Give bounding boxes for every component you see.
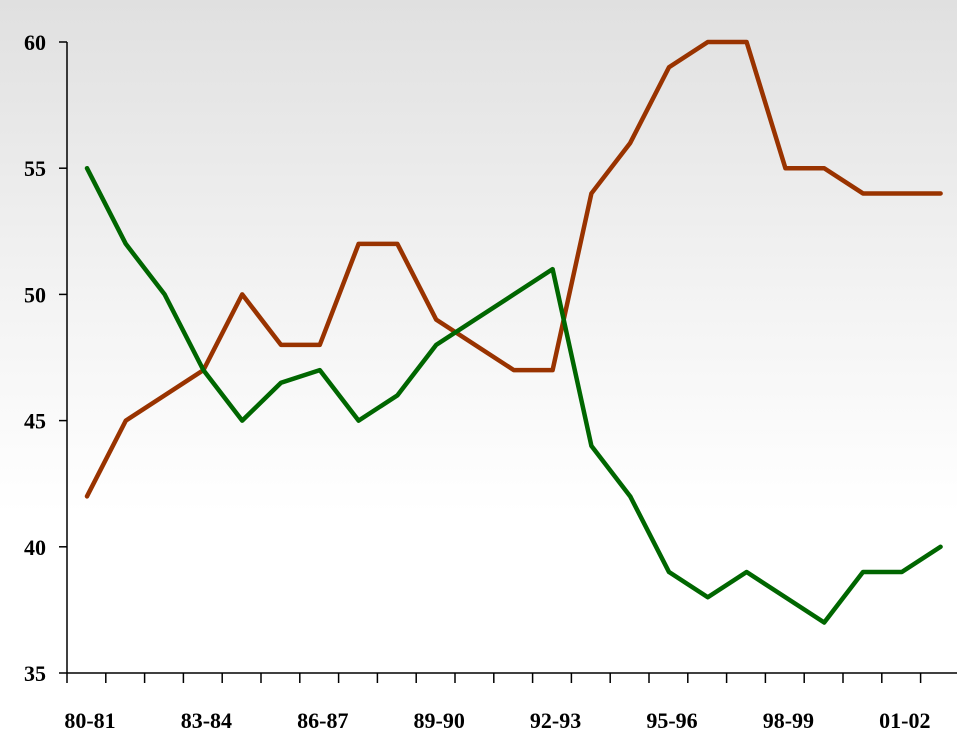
x-tick-label: 95-96 (646, 708, 697, 733)
x-tick-label: 01-02 (879, 708, 930, 733)
y-tick-label: 55 (24, 156, 46, 181)
x-tick-label: 98-99 (763, 708, 814, 733)
x-tick-label: 83-84 (181, 708, 232, 733)
x-tick-label: 86-87 (297, 708, 348, 733)
axes (59, 41, 957, 683)
y-tick-label: 50 (24, 282, 46, 307)
x-tick-label: 92-93 (530, 708, 581, 733)
series-lines (84, 39, 943, 625)
x-tick-label: 89-90 (414, 708, 465, 733)
y-tick-label: 60 (24, 30, 46, 55)
y-tick-label: 35 (24, 661, 46, 686)
tick-labels: 60 55 50 45 40 35 80-81 83-84 86-87 89-90 92-93 95-… (24, 30, 930, 733)
series-line-1 (84, 39, 943, 499)
y-tick-label: 40 (24, 535, 46, 560)
y-tick-label: 45 (24, 409, 46, 434)
x-tick-label: 80-81 (64, 708, 115, 733)
series-line-2 (84, 165, 943, 625)
